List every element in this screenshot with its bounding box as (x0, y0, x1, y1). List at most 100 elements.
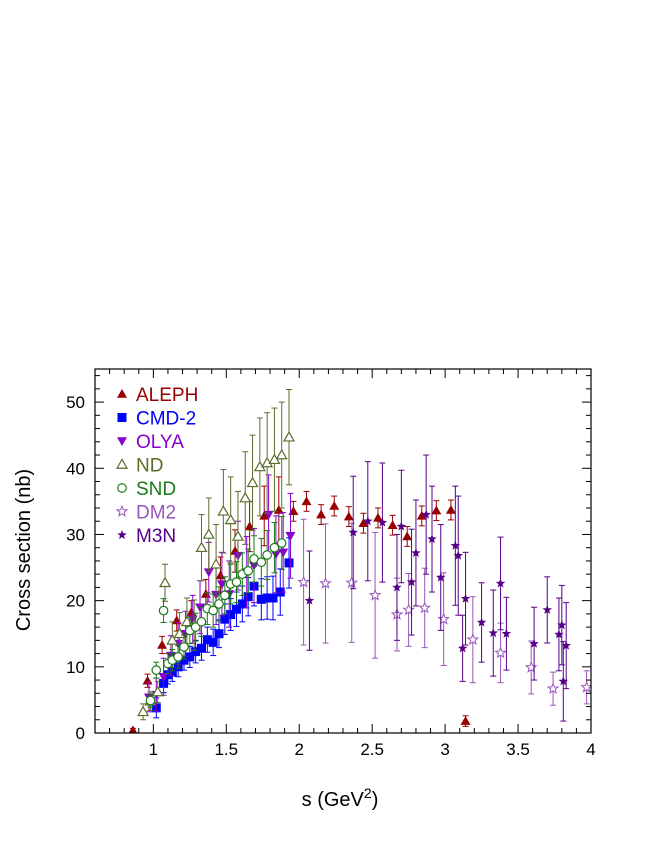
data-point-m3n (377, 462, 388, 583)
y-tick-label: 10 (66, 658, 85, 677)
marker-dm2 (466, 633, 480, 646)
legend-label-cmd-2: CMD-2 (136, 409, 196, 430)
data-point-m3n (450, 485, 461, 606)
data-point-m3n (529, 606, 539, 681)
marker-olya (285, 532, 296, 541)
x-tick-label: 3 (440, 740, 449, 759)
marker-aleph (373, 512, 384, 522)
marker-olya (216, 580, 227, 590)
legend-label-dm2: DM2 (136, 503, 176, 524)
data-point-aleph (301, 490, 312, 512)
marker-snd (219, 590, 230, 601)
x-tick-label: 1 (149, 740, 158, 759)
y-tick-label: 50 (66, 393, 85, 412)
marker-nd (246, 476, 259, 488)
marker-m3n (348, 527, 358, 537)
marker-olya (158, 672, 169, 682)
legend-label-nd: ND (136, 456, 163, 477)
marker-dm2 (546, 682, 560, 695)
data-point-aleph (431, 500, 442, 522)
data-point-m3n (561, 602, 571, 690)
data-point-nd (151, 680, 164, 704)
legend-marker-olya (117, 437, 127, 446)
data-point-dm2 (368, 531, 382, 659)
y-tick-label: 0 (76, 724, 85, 743)
data-point-snd (179, 634, 189, 660)
x-tick-label: 2.5 (360, 740, 384, 759)
marker-snd (158, 605, 169, 616)
data-point-nd (158, 563, 172, 602)
y-tick-label: 30 (66, 525, 85, 544)
marker-cmd-2 (220, 614, 230, 624)
data-point-nd (224, 476, 237, 564)
data-point-nd (239, 451, 252, 545)
marker-cmd-2 (268, 593, 278, 603)
data-point-aleph (157, 635, 168, 655)
data-point-aleph (445, 499, 456, 521)
marker-aleph (215, 570, 226, 580)
series-aleph (128, 476, 471, 733)
data-point-aleph (259, 485, 270, 547)
x-axis-label-main: s (GeV (302, 789, 365, 811)
x-tick-label: 1.5 (214, 740, 238, 759)
data-point-snd (269, 522, 280, 574)
data-point-snd (249, 535, 259, 583)
marker-aleph (157, 639, 168, 649)
marker-m3n (427, 534, 437, 544)
marker-aleph (387, 520, 398, 529)
legend-entry-dm2: DM2 (115, 503, 176, 524)
marker-aleph (445, 504, 456, 514)
marker-aleph (301, 496, 312, 506)
data-point-snd (196, 606, 207, 637)
data-point-snd (243, 548, 254, 594)
marker-dm2 (402, 603, 415, 616)
marker-nd (158, 576, 172, 588)
marker-aleph (431, 505, 442, 515)
legend-entry-m3n: M3N (117, 526, 176, 547)
data-point-aleph (387, 514, 398, 536)
data-point-dm2 (418, 567, 432, 649)
marker-snd (214, 599, 224, 609)
marker-m3n (396, 521, 407, 531)
marker-m3n (557, 620, 567, 630)
marker-dm2 (524, 660, 538, 673)
marker-snd (190, 622, 201, 632)
marker-m3n (411, 547, 421, 558)
marker-m3n (453, 550, 463, 560)
data-point-snd (145, 693, 156, 708)
marker-cmd-2 (237, 599, 247, 609)
legend-marker-nd (115, 458, 129, 469)
marker-cmd-2 (214, 629, 224, 639)
legend-label-aleph: ALEPH (136, 385, 198, 406)
data-point-dm2 (580, 670, 591, 705)
data-point-m3n (304, 550, 315, 651)
data-point-nd (268, 407, 281, 512)
x-tick-label: 4 (586, 740, 595, 759)
legend-label-m3n: M3N (136, 526, 176, 547)
marker-nd (275, 448, 288, 460)
marker-snd (173, 652, 184, 662)
marker-cmd-2 (196, 643, 206, 653)
marker-nd (224, 513, 237, 525)
data-point-nd (246, 434, 259, 531)
marker-cmd-2 (208, 637, 218, 647)
data-point-aleph (402, 526, 413, 547)
marker-snd (231, 577, 242, 587)
data-point-snd (256, 537, 267, 587)
marker-m3n (460, 593, 471, 603)
data-point-snd (190, 612, 201, 642)
x-axis-label: s (GeV2) (302, 785, 379, 811)
data-point-m3n (476, 582, 487, 663)
marker-nd (217, 505, 230, 516)
data-point-aleph (460, 715, 471, 727)
marker-m3n (488, 628, 499, 638)
data-point-m3n (488, 589, 499, 677)
marker-m3n (501, 628, 512, 638)
data-point-snd (158, 598, 169, 623)
data-point-olya (270, 515, 281, 594)
series-m3n (304, 454, 571, 722)
data-point-nd (231, 490, 244, 582)
data-point-aleph (128, 725, 138, 733)
marker-cmd-2 (191, 647, 201, 657)
